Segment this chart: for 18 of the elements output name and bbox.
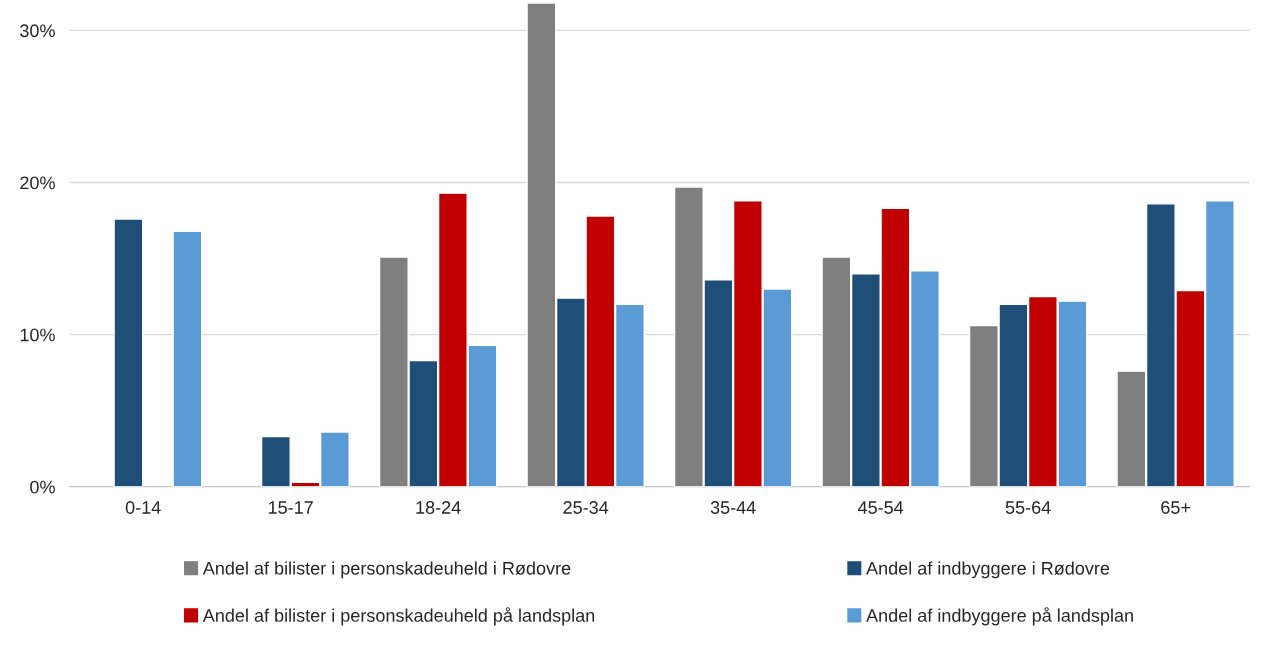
x-tick-label: 35-44	[710, 501, 756, 514]
y-tick-label: 20%	[20, 176, 55, 190]
x-tick-label: 25-34	[563, 501, 609, 514]
x-tick-label: 55-64	[1005, 501, 1051, 514]
y-tick-label: 0%	[30, 480, 55, 494]
x-tick-label: 18-24	[416, 501, 461, 514]
legend-label: Andel af bilister i personskadeuheld i Rødovre	[202, 561, 571, 579]
x-tick-label: 65+	[1161, 501, 1191, 514]
legend-label: Andel af indbyggere i Rødovre	[866, 561, 1110, 579]
y-tick-label: 30%	[20, 24, 55, 38]
y-tick-label: 10%	[20, 328, 55, 342]
bar	[172, 230, 203, 487]
legend-label: Andel af bilister i personskadeuheld på landsplan	[202, 607, 595, 626]
legend-label: Andel af indbyggere på landsplan	[866, 607, 1133, 626]
x-tick-label: 15-17	[268, 501, 313, 514]
bar	[113, 218, 144, 487]
x-tick-label: 0-14	[125, 501, 161, 514]
x-tick-label: 45-54	[857, 501, 904, 514]
